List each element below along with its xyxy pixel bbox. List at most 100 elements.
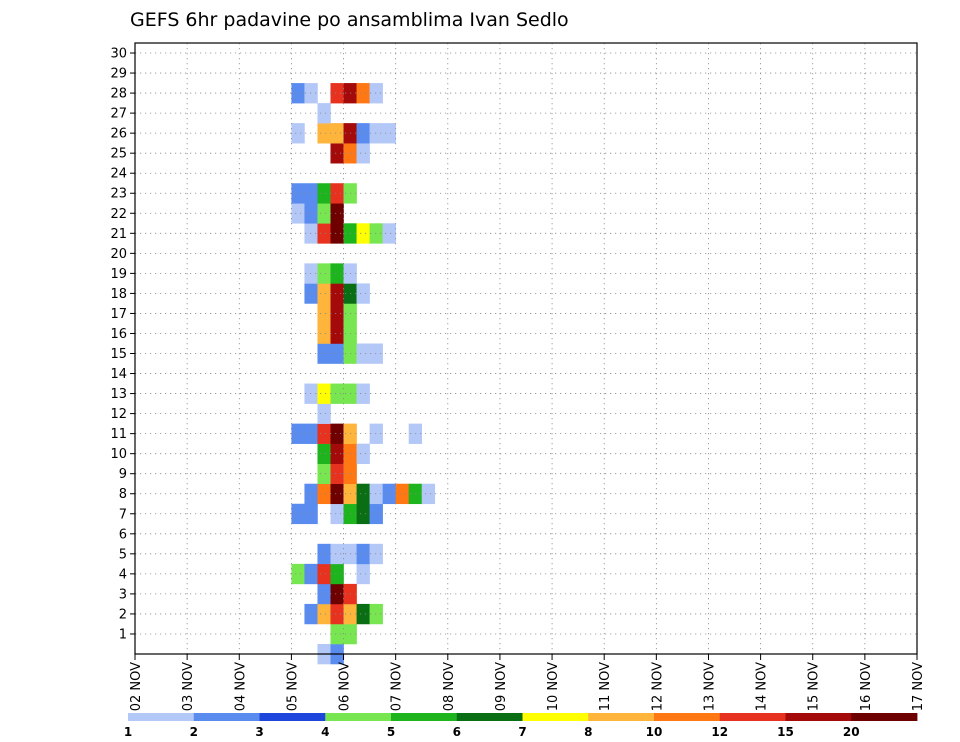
y-tick-label: 12 <box>110 407 127 422</box>
legend-swatch <box>588 713 655 721</box>
legend-level-label: 12 <box>711 725 728 739</box>
heatmap-cell <box>291 423 305 444</box>
x-tick-label: 07 NOV <box>390 662 405 711</box>
y-tick-label: 27 <box>110 107 127 122</box>
heatmap-cell <box>330 303 344 324</box>
heatmap-cell <box>356 123 370 144</box>
heatmap-cell <box>330 143 344 164</box>
heatmap-cell <box>317 283 331 304</box>
x-tick-label: 15 NOV <box>807 662 822 711</box>
x-tick-label: 03 NOV <box>181 662 196 711</box>
heatmap-cell <box>317 483 331 505</box>
legend-swatch <box>259 713 326 721</box>
x-ticks: 02 NOV 03 NOV 04 NOV 05 NOV 06 NOV 07 NOV 08 N… <box>129 654 926 711</box>
y-tick-label: 26 <box>110 127 127 142</box>
heatmap-cell <box>317 103 331 124</box>
legend-level-label: 1 <box>124 725 132 739</box>
legend-swatch <box>522 713 589 721</box>
heatmap-cell <box>330 463 344 485</box>
heatmap-cell <box>317 383 331 404</box>
y-tick-label: 9 <box>119 467 127 482</box>
y-tick-label: 10 <box>110 447 127 462</box>
legend-swatch <box>851 713 918 721</box>
heatmap-cell <box>356 483 370 505</box>
x-tick-label: 09 NOV <box>494 662 509 711</box>
y-tick-label: 29 <box>110 67 127 82</box>
x-tick-label: 17 NOV <box>911 662 926 711</box>
heatmap-cell <box>330 223 344 244</box>
y-tick-label: 30 <box>110 47 127 62</box>
heatmap-cell <box>317 583 331 605</box>
heatmap-cell <box>330 503 344 525</box>
legend-level-label: 10 <box>646 725 663 739</box>
heatmap-cell <box>291 123 305 144</box>
legend-level-label: 15 <box>777 725 794 739</box>
heatmap-cell <box>369 343 383 364</box>
y-tick-label: 7 <box>119 507 127 522</box>
heatmap-cell <box>395 483 409 505</box>
heatmap-cell <box>317 603 331 625</box>
y-tick-label: 21 <box>110 227 127 242</box>
heatmap-cell <box>369 543 383 565</box>
heatmap-cell <box>369 423 383 444</box>
x-tick-label: 14 NOV <box>755 662 770 711</box>
y-tick-label: 11 <box>110 427 127 442</box>
heatmap-cell <box>330 483 344 505</box>
heatmap-cell <box>356 563 370 585</box>
heatmap-cell <box>291 83 305 104</box>
heatmap-cell <box>317 423 331 444</box>
x-tick-label: 16 NOV <box>859 662 874 711</box>
legend-swatch <box>325 713 392 721</box>
heatmap-cell <box>356 143 370 164</box>
x-tick-label: 10 NOV <box>546 662 561 711</box>
legend-level-label: 8 <box>584 725 592 739</box>
x-tick-label: 05 NOV <box>285 662 300 711</box>
plot-frame <box>134 42 918 655</box>
x-tick-label: 11 NOV <box>598 662 613 711</box>
legend-level-label: 5 <box>387 725 395 739</box>
y-tick-label: 2 <box>119 607 127 622</box>
legend-swatch <box>128 713 195 721</box>
heatmap-cell <box>369 223 383 244</box>
x-tick-label: 12 NOV <box>650 662 665 711</box>
legend-swatch <box>456 713 523 721</box>
heatmap-cell <box>369 483 383 505</box>
heatmap-cell <box>369 123 383 144</box>
heatmap-cell <box>330 83 344 104</box>
y-tick-label: 24 <box>110 167 127 182</box>
y-tick-label: 14 <box>110 367 127 382</box>
cells-layer <box>291 83 436 665</box>
heatmap-cell <box>291 563 305 585</box>
heatmap-cell <box>369 83 383 104</box>
heatmap-cell <box>382 483 396 505</box>
y-ticks: 1234567891011121314151617181920212223242… <box>110 47 135 642</box>
x-tick-label: 02 NOV <box>129 662 144 711</box>
heatmap-cell <box>356 443 370 464</box>
legend-swatch <box>719 713 786 721</box>
y-tick-label: 19 <box>110 267 127 282</box>
heatmap-cell <box>330 263 344 284</box>
color-legend: 1 2 3 4 5 6 7 8 10 12 15 20 <box>124 713 918 739</box>
heatmap-cell <box>356 503 370 525</box>
legend-swatch <box>391 713 458 721</box>
heatmap-cell <box>382 123 396 144</box>
y-tick-label: 23 <box>110 187 127 202</box>
chart-title: GEFS 6hr padavine po ansamblima Ivan Sed… <box>130 9 569 31</box>
y-tick-label: 13 <box>110 387 127 402</box>
heatmap-cell <box>330 543 344 565</box>
y-tick-label: 5 <box>119 547 127 562</box>
y-tick-label: 25 <box>110 147 127 162</box>
heatmap-cell <box>317 343 331 364</box>
legend-level-label: 3 <box>255 725 263 739</box>
y-tick-label: 1 <box>119 627 127 642</box>
heatmap-cell <box>330 323 344 344</box>
heatmap-cell <box>317 323 331 344</box>
legend-swatch <box>785 713 852 721</box>
legend-swatch <box>654 713 721 721</box>
y-tick-label: 4 <box>119 567 127 582</box>
heatmap-cell <box>317 183 331 204</box>
y-tick-label: 22 <box>110 207 127 222</box>
heatmap-cell <box>317 543 331 565</box>
legend-level-label: 6 <box>453 725 461 739</box>
grid-layer <box>135 43 917 654</box>
